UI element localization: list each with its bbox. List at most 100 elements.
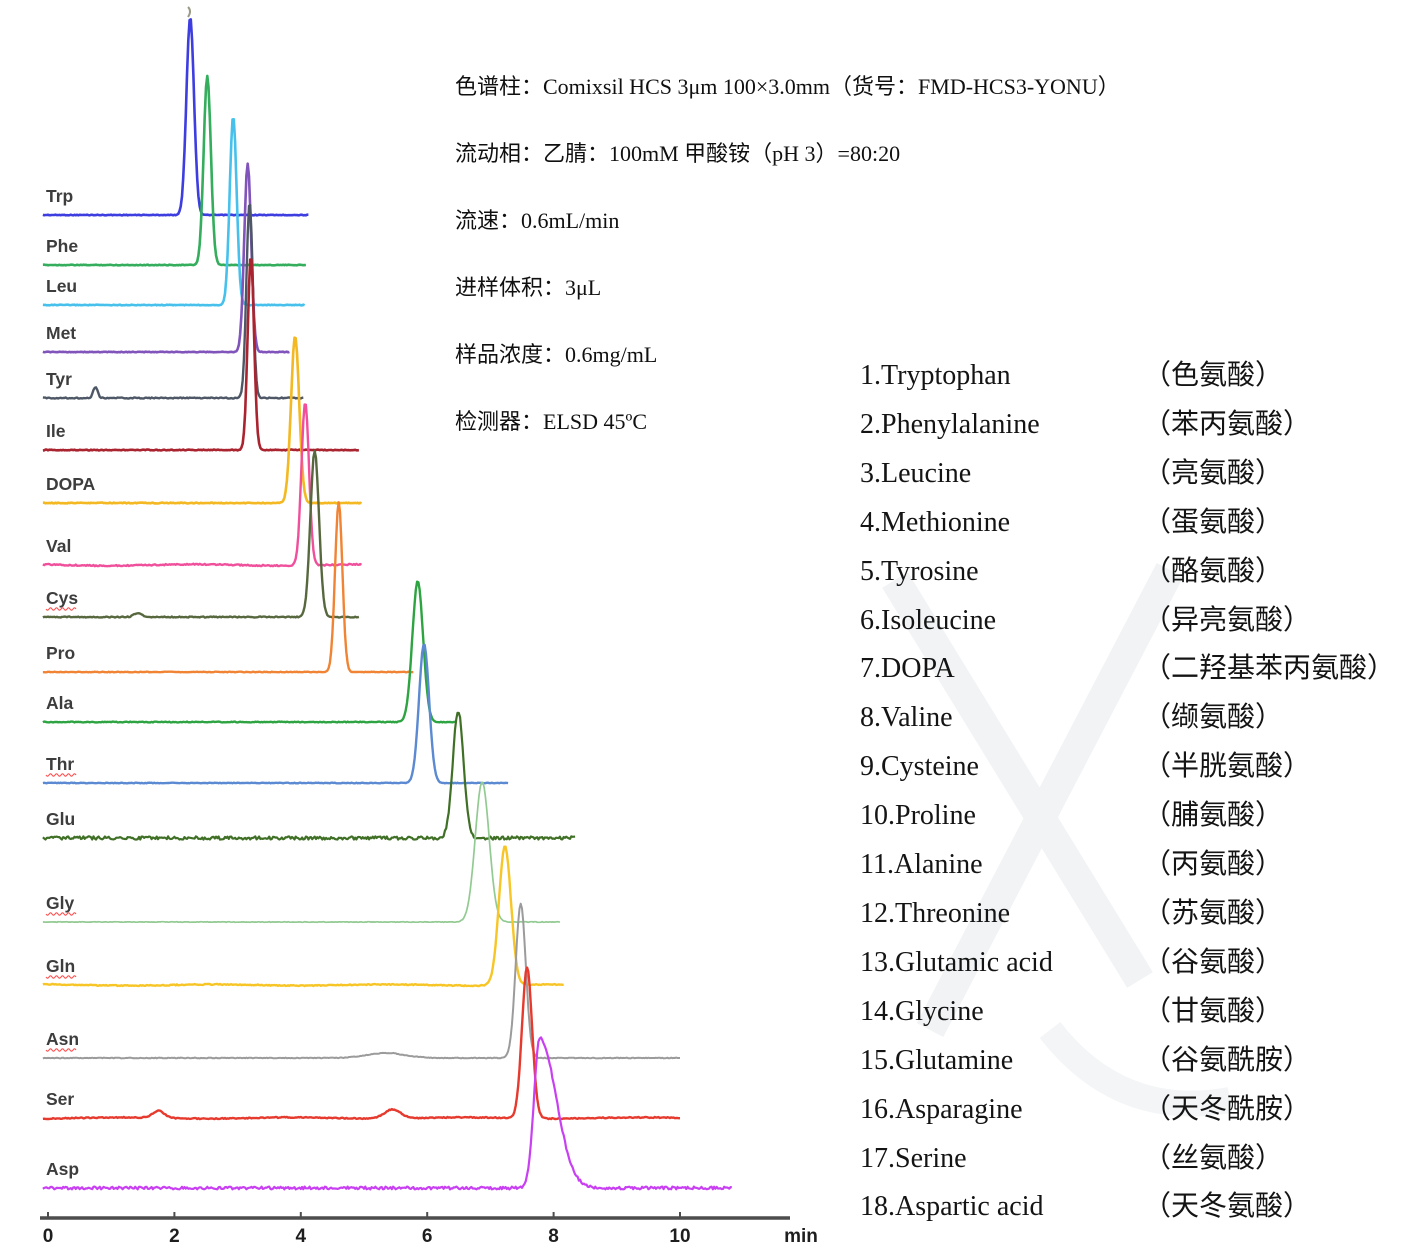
trace-path-ala <box>42 580 456 724</box>
legend-item-cn: （异亮氨酸） <box>1143 604 1312 636</box>
spellcheck-squiggle-gln <box>45 975 77 979</box>
legend-item-number: 11. <box>860 849 894 881</box>
legend-item: 9.Cysteine （半胱氨酸） <box>860 743 1395 792</box>
legend-item-number: 15. <box>860 1044 895 1076</box>
legend-item-name: 5.Tyrosine <box>860 548 1143 597</box>
legend-item-cn: （亮氨酸） <box>1143 457 1284 489</box>
legend-item: 3.Leucine （亮氨酸） <box>860 450 1395 499</box>
legend-item: 7.DOPA （二羟基苯丙氨酸） <box>860 645 1395 694</box>
legend-item-name-text: Tyrosine <box>881 555 979 587</box>
x-axis-tick-label-10: 10 <box>669 1226 690 1247</box>
legend-item-name-text: Tryptophan <box>881 360 1011 391</box>
legend-item-cn: （二羟基苯丙氨酸） <box>1143 653 1396 685</box>
legend-item: 2.Phenylalanine （苯丙氨酸） <box>860 401 1395 450</box>
legend-item-number: 9. <box>860 751 881 783</box>
legend-item: 18.Aspartic acid （天冬氨酸） <box>860 1183 1395 1232</box>
legend-item-number: 12. <box>860 897 895 929</box>
x-axis-tick-label-6: 6 <box>422 1226 433 1247</box>
trace-path-pro <box>42 501 414 674</box>
legend-item-name: 9.Cysteine <box>860 743 1143 792</box>
legend-item-name: 11.Alanine <box>860 841 1143 890</box>
legend-item-cn: （苯丙氨酸） <box>1143 408 1312 440</box>
x-axis-tick-label-8: 8 <box>548 1226 559 1247</box>
trace-path-leu <box>42 118 306 307</box>
legend-item-name-text: Methionine <box>881 506 1011 538</box>
legend-item-number: 16. <box>860 1093 895 1125</box>
legend-item-name: 1.Tryptophan <box>860 352 1143 401</box>
spellcheck-squiggle-asn <box>45 1048 77 1052</box>
legend-item-name-text: Alanine <box>893 849 983 881</box>
legend-item-name: 6.Isoleucine <box>860 597 1143 646</box>
legend-item-number: 4. <box>860 506 881 538</box>
legend-item-cn: （谷氨酸） <box>1143 946 1284 978</box>
trace-path-met <box>42 162 290 354</box>
trace-path-phe <box>42 74 306 267</box>
condition-line-injection-volume: 进样体积：3μL <box>455 275 602 300</box>
legend-item: 16.Asparagine （天冬酰胺） <box>860 1086 1395 1135</box>
legend-item-number: 2. <box>860 408 881 440</box>
legend-item-number: 3. <box>860 457 881 489</box>
legend-item-name: 15.Glutamine <box>860 1037 1143 1086</box>
legend-item-cn: （甘氨酸） <box>1143 995 1284 1027</box>
x-axis-unit-label: min <box>784 1226 818 1247</box>
legend-item-name: 17.Serine <box>860 1135 1143 1184</box>
legend-item-name: 2.Phenylalanine <box>860 401 1143 450</box>
trace-label-gln: Gln <box>46 956 75 976</box>
legend-item-cn: （脯氨酸） <box>1143 800 1284 832</box>
legend-item-cn: （天冬酰胺） <box>1143 1093 1312 1125</box>
legend-item-number: 17. <box>860 1142 895 1174</box>
trace-label-cys: Cys <box>46 588 78 608</box>
trace-label-asn: Asn <box>46 1029 79 1049</box>
trace-label-thr: Thr <box>46 754 74 774</box>
legend-item-name: 16.Asparagine <box>860 1086 1143 1135</box>
legend-item: 17.Serine （丝氨酸） <box>860 1135 1395 1184</box>
trace-label-ser: Ser <box>46 1089 74 1109</box>
spellcheck-squiggle-gly <box>45 912 77 916</box>
chromatogram-svg: Trp Phe Leu Met Tyr Ile DOPA Val Cys Pro Ala Thr Glu… <box>40 6 818 1247</box>
trace-label-val: Val <box>46 536 71 556</box>
legend-item: 8.Valine （缬氨酸） <box>860 694 1395 743</box>
trace-label-glu: Glu <box>46 809 75 829</box>
conditions-block: 色谱柱：Comixsil HCS 3μm 100×3.0mm（货号：FMD-HC… <box>455 53 1120 455</box>
legend-item-name-text: Asparagine <box>895 1093 1023 1125</box>
legend-item-cn: （谷氨酰胺） <box>1143 1044 1312 1076</box>
spellcheck-squiggle-thr <box>45 773 77 777</box>
legend-item: 6.Isoleucine （异亮氨酸） <box>860 597 1395 646</box>
legend-item-number: 7. <box>860 653 881 685</box>
legend-item-cn: （苏氨酸） <box>1143 897 1284 929</box>
legend-item-name-text: Valine <box>881 702 953 734</box>
trace-label-ile: Ile <box>46 421 66 441</box>
legend-item-name: 7.DOPA <box>860 645 1143 694</box>
legend-item-name-text: Glycine <box>895 995 984 1027</box>
legend-item-name-text: Glutamic acid <box>895 946 1053 978</box>
legend-item-number: 5. <box>860 555 881 587</box>
condition-line-flow-rate: 流速：0.6mL/min <box>455 208 620 233</box>
condition-line-column: 色谱柱：Comixsil HCS 3μm 100×3.0mm（货号：FMD-HC… <box>455 74 1120 99</box>
trace-label-met: Met <box>46 323 76 343</box>
condition-line-detector: 检测器：ELSD 45ºC <box>455 409 647 434</box>
legend-item-name-text: Proline <box>895 800 976 832</box>
legend-item-number: 8. <box>860 702 881 734</box>
trace-label-trp: Trp <box>46 186 73 206</box>
legend-item-name-text: Phenylalanine <box>881 408 1040 440</box>
condition-line-sample-concentration: 样品浓度：0.6mg/mL <box>455 342 658 367</box>
trace-label-tyr: Tyr <box>46 369 72 389</box>
legend-item-cn: （天冬氨酸） <box>1143 1191 1312 1223</box>
legend-item-cn: （半胱氨酸） <box>1143 751 1312 783</box>
trace-path-ile <box>42 258 360 452</box>
x-axis-tick-label-0: 0 <box>43 1226 54 1247</box>
legend-item-number: 1. <box>860 360 881 391</box>
legend-list: 1.Tryptophan （色氨酸） 2.Phenylalanine （苯丙氨酸） … <box>860 352 1395 1232</box>
legend-item-name-text: Aspartic acid <box>895 1191 1044 1223</box>
legend-item-number: 18. <box>860 1191 895 1223</box>
legend-item-name: 13.Glutamic acid <box>860 939 1143 988</box>
legend-item-name-text: Cysteine <box>881 751 979 783</box>
trace-label-leu: Leu <box>46 276 77 296</box>
trace-path-gly <box>42 781 560 924</box>
legend-item-name: 14.Glycine <box>860 988 1143 1037</box>
legend-item: 13.Glutamic acid （谷氨酸） <box>860 939 1395 988</box>
trace-path-trp <box>42 18 309 217</box>
trace-label-asp: Asp <box>46 1159 79 1179</box>
trace-label-pro: Pro <box>46 643 75 663</box>
trace-path-dopa <box>42 336 362 505</box>
